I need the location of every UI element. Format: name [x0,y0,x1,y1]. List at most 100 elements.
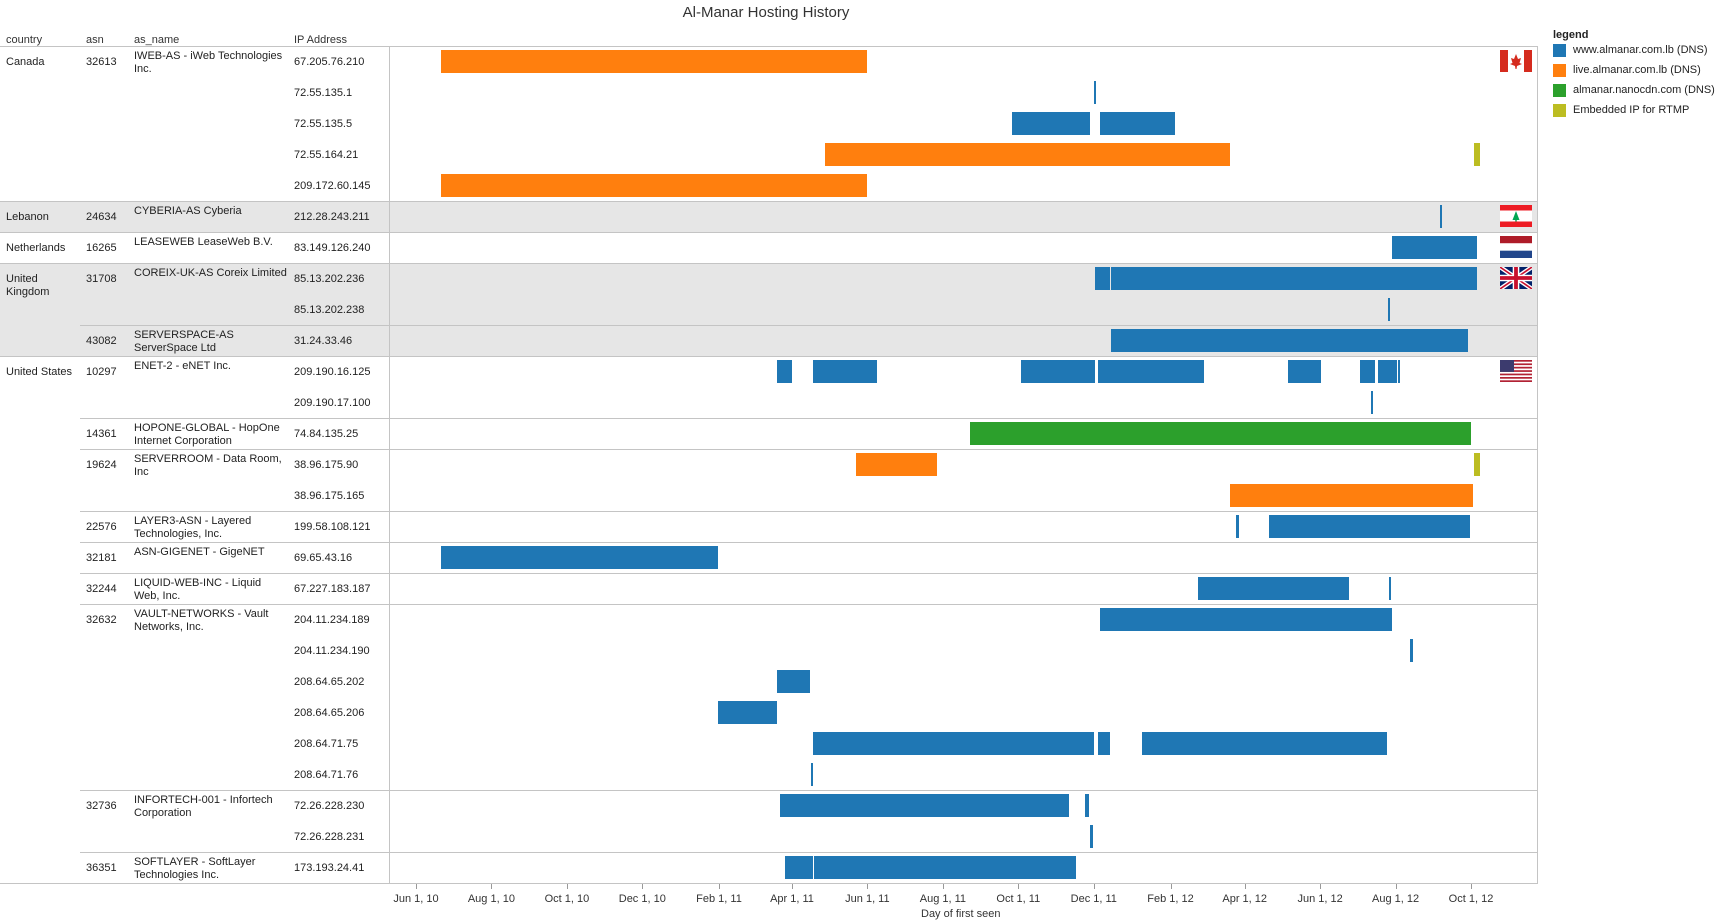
x-tick-label: Oct 1, 12 [1448,893,1494,905]
column-header-ip-address: IP Address [294,34,347,46]
legend-title: legend [1553,29,1589,41]
x-tick-mark [1320,884,1322,889]
group-divider [80,604,1538,605]
timeline-bar [1288,360,1322,383]
lebanon-flag-icon [1500,205,1532,227]
asn-label: 14361 [86,428,117,440]
country-label: United Kingdom [6,273,50,298]
timeline-bar [440,546,718,569]
timeline-bar [717,701,778,724]
ip-address-label: 208.64.65.206 [294,707,365,719]
asn-label: 32736 [86,800,117,812]
asn-label: 24634 [86,211,117,223]
as-name-label: LIQUID-WEB-INC - Liquid Web, Inc. [134,577,262,602]
ip-address-label: 199.58.108.121 [294,521,371,533]
ip-address-label: 85.13.202.238 [294,304,365,316]
timeline-bar [814,856,1077,879]
timeline-bar [1197,577,1349,600]
timeline-bar [1473,453,1480,476]
x-tick-mark [1395,884,1397,889]
plot-left-border [389,46,390,883]
netherlands-flag-icon [1500,236,1532,258]
timeline-bar [1012,112,1090,135]
timeline-bar [1440,205,1443,228]
group-divider [80,418,1538,419]
row-band [0,294,1538,325]
ip-address-label: 38.96.175.90 [294,459,359,471]
legend-swatch [1553,84,1566,97]
timeline-bar [440,50,868,73]
x-tick-mark [1170,884,1172,889]
asn-label: 22576 [86,521,117,533]
ip-address-label: 204.11.234.189 [294,614,370,626]
ip-address-label: 83.149.126.240 [294,242,371,254]
ip-address-label: 209.190.17.100 [294,397,371,409]
timeline-bar [856,453,937,476]
timeline-bar [1095,267,1110,290]
legend-swatch [1553,44,1566,57]
timeline-bar [1020,360,1095,383]
ip-address-label: 72.55.164.21 [294,149,359,161]
as-name-label: CYBERIA-AS Cyberia [134,205,242,217]
as-name-label: ASN-GIGENET - GigeNET [134,546,265,558]
timeline-bar [779,794,1069,817]
x-tick-label: Oct 1, 10 [544,893,590,905]
x-tick-mark [566,884,568,889]
timeline-bar [784,856,813,879]
canada-flag-icon [1500,50,1532,72]
country-label: United States [6,366,73,378]
uk-flag-icon [1498,265,1534,291]
group-divider [80,449,1538,450]
x-tick-mark [416,884,417,889]
asn-label: 32181 [86,552,117,564]
x-tick-label: Apr 1, 11 [770,893,814,905]
timeline-bar [1097,732,1110,755]
column-header-country: country [6,34,43,46]
plot-right-border [1537,46,1538,883]
x-tick-mark [1244,884,1246,889]
x-tick-label: Oct 1, 11 [996,893,1041,905]
asn-label: 31708 [86,273,117,285]
group-divider [80,573,1538,574]
asn-label: 32613 [86,56,117,68]
as-name-label: IWEB-AS - iWeb Technologies Inc. [134,50,283,75]
timeline-bar [970,422,1471,445]
x-tick-mark [1018,884,1020,889]
timeline-bar [813,732,1094,755]
group-divider [0,232,1538,233]
ip-address-label: 173.193.24.41 [294,862,365,874]
x-tick-label: Apr 1, 12 [1222,893,1268,905]
group-divider [80,325,1538,326]
legend-label: Embedded IP for RTMP [1573,104,1690,116]
as-name-label: ENET-2 - eNET Inc. [134,360,231,372]
ip-address-label: 72.55.135.5 [294,118,353,130]
as-name-label: LEASEWEB LeaseWeb B.V. [134,236,273,248]
as-name-label: COREIX-UK-AS Coreix Limited [134,267,287,279]
ip-address-label: 72.55.135.1 [294,87,353,99]
column-header-as-name: as_name [134,34,180,46]
timeline-bar [1100,112,1176,135]
timeline-bar [1111,329,1469,352]
x-tick-label: Feb 1, 11 [696,893,742,905]
country-label: Canada [6,56,45,68]
x-tick-mark [792,884,793,889]
x-tick-mark [719,884,720,889]
top-border [0,46,1538,47]
group-divider [80,542,1538,543]
timeline-bar [777,360,792,383]
group-divider [0,201,1538,202]
timeline-bar [1362,360,1375,383]
ip-address-label: 208.64.71.76 [294,769,359,781]
timeline-bar [1090,825,1093,848]
legend-swatch [1553,104,1566,117]
as-name-label: INFORTECH-001 - Infortech Corporation [134,794,273,819]
x-tick-label: Jun 1, 12 [1297,893,1343,905]
timeline-bar [1410,639,1413,662]
timeline-bar [810,763,813,786]
ip-address-label: 209.190.16.125 [294,366,371,378]
as-name-label: LAYER3-ASN - Layered Technologies, Inc. [134,515,252,540]
bottom-border [0,883,1538,884]
timeline-bar [1388,298,1391,321]
x-tick-label: Aug 1, 10 [467,893,515,905]
timeline-bar [1097,360,1204,383]
